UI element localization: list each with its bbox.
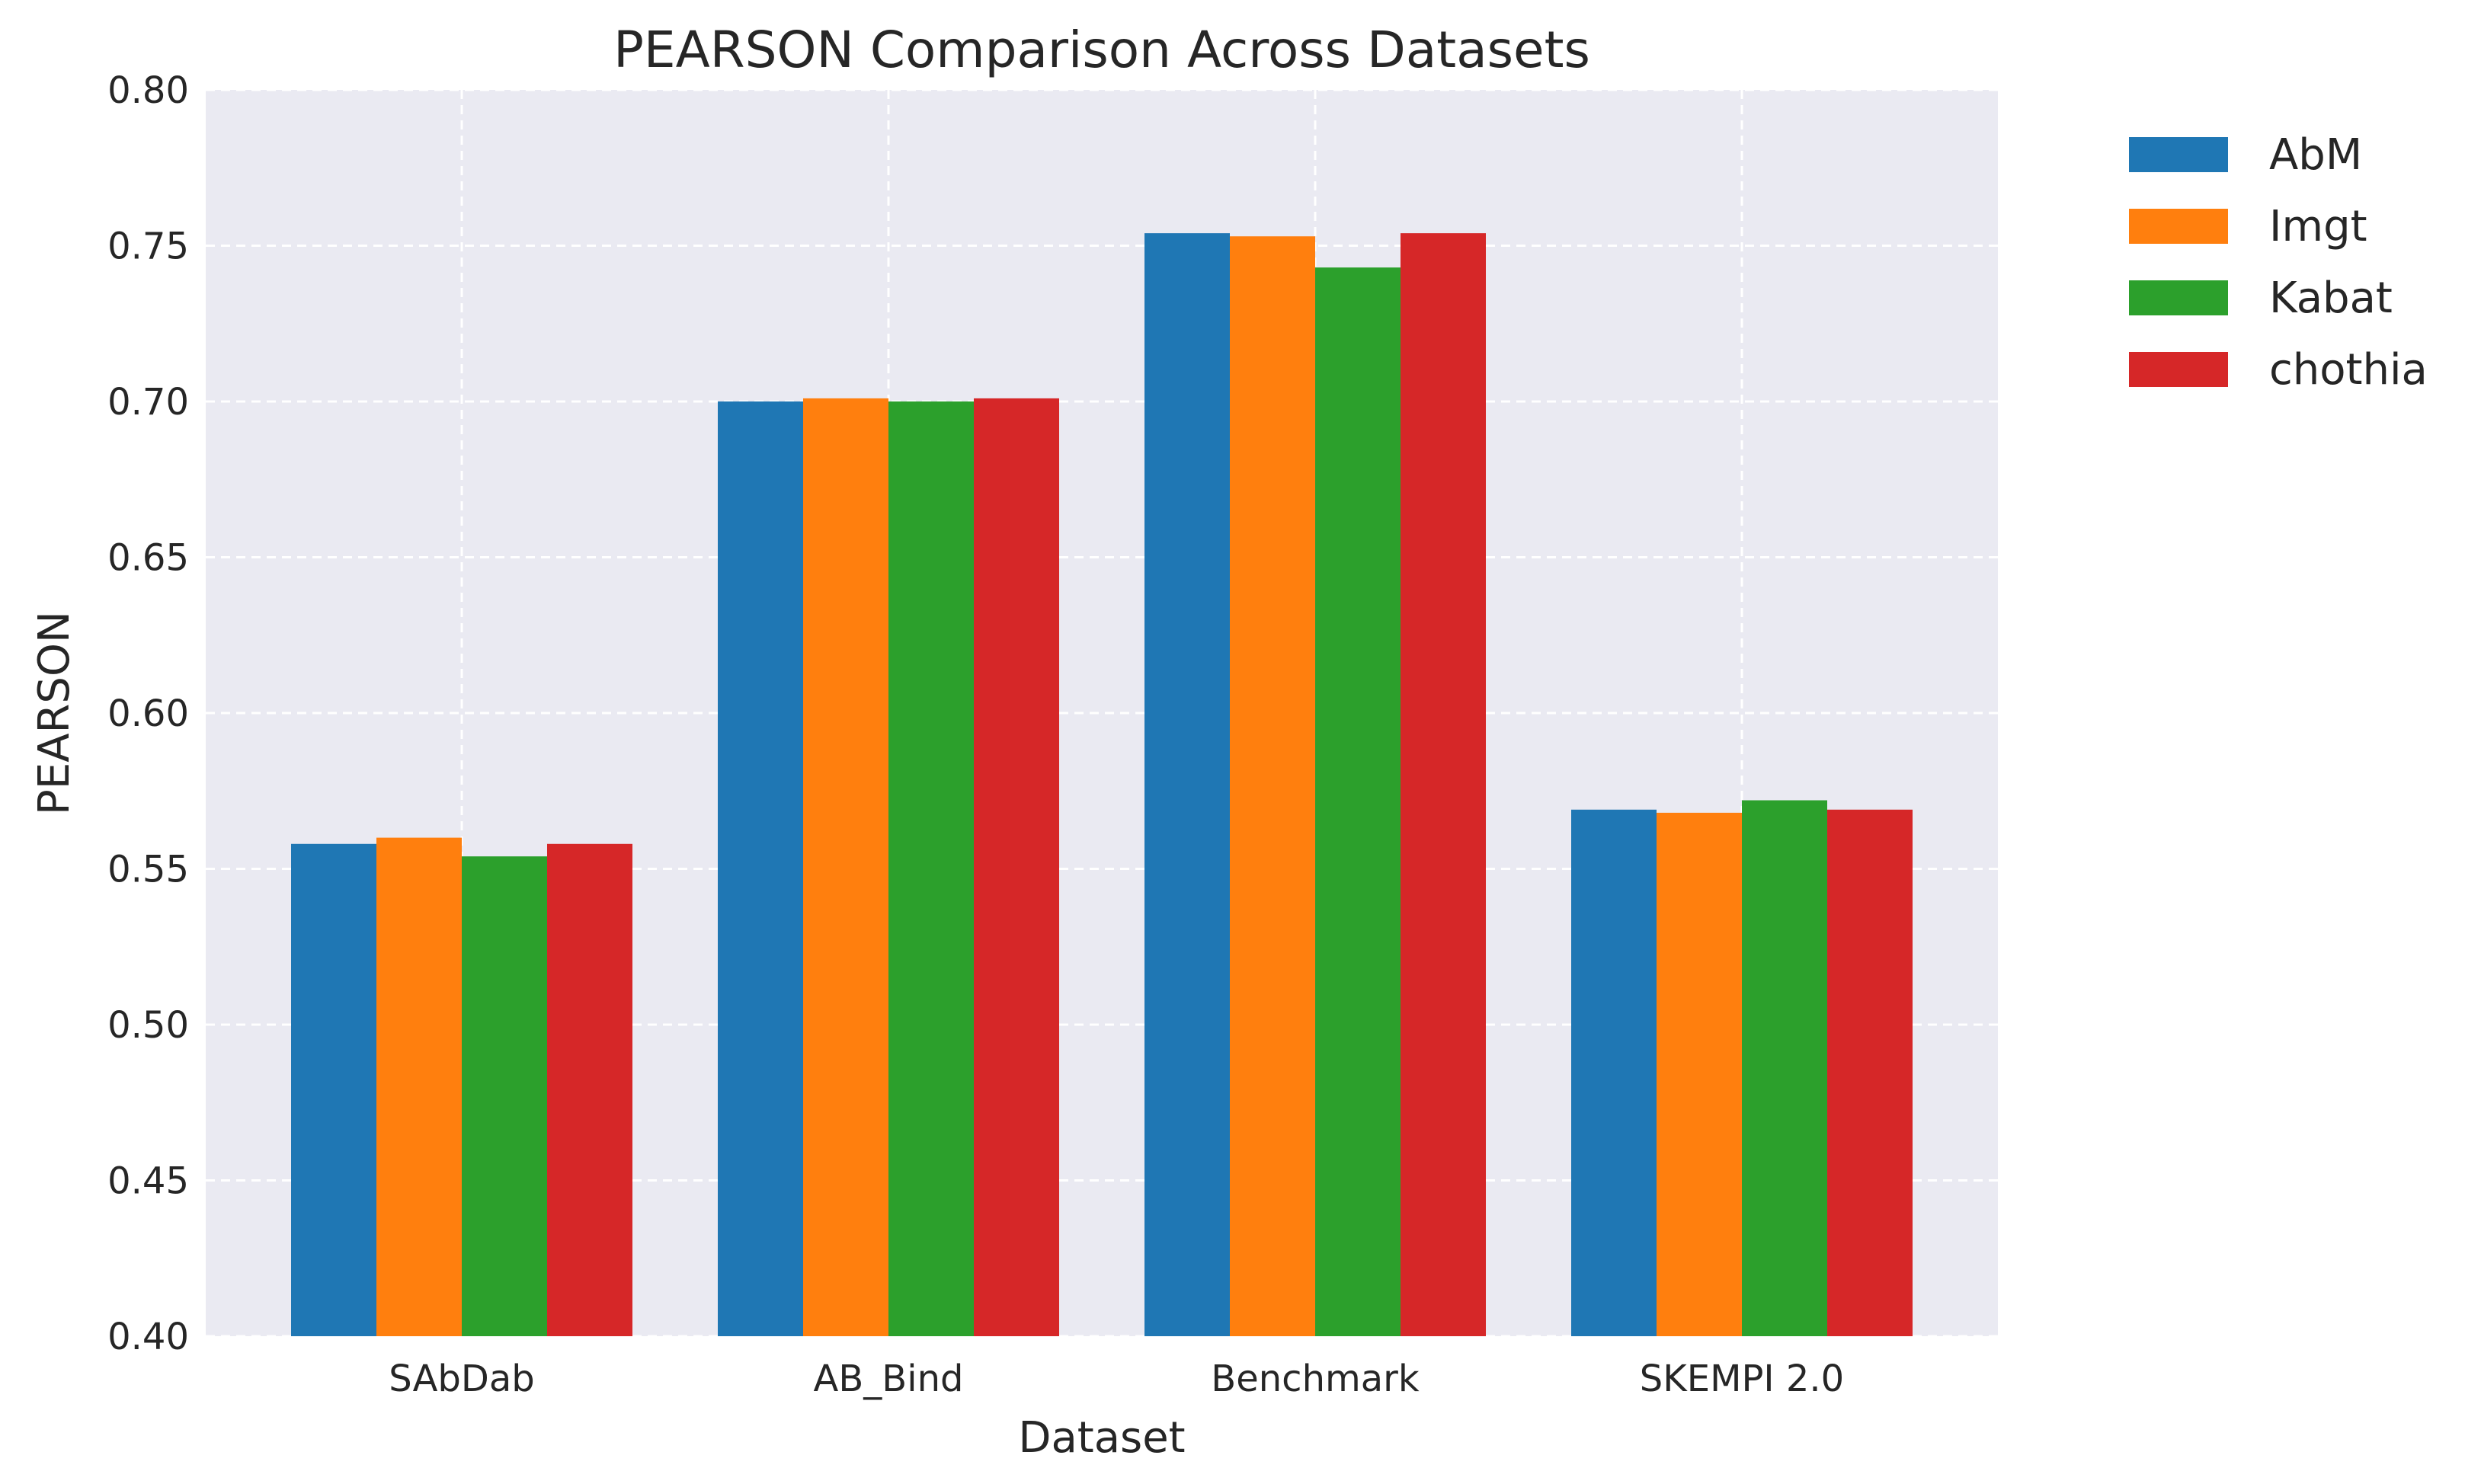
chart-title: PEARSON Comparison Across Datasets (613, 21, 1590, 79)
x-tick-label: SAbDab (389, 1358, 535, 1400)
x-axis-label: Dataset (1018, 1413, 1185, 1463)
y-tick-label: 0.65 (107, 537, 189, 580)
bar-abm-skempi-2-0 (1571, 809, 1657, 1336)
bar-imgt-benchmark (1230, 236, 1315, 1337)
y-axis-ticks: 0.40 0.45 0.50 0.55 0.60 0.65 0.70 0.75 0.80 (107, 69, 189, 1358)
legend-label-chothia: chothia (2269, 345, 2428, 395)
y-axis-label: PEARSON (30, 611, 79, 815)
bar-abm-sabdab (291, 843, 376, 1336)
bar-abm-ab-bind (718, 401, 803, 1336)
bar-abm-benchmark (1144, 233, 1230, 1336)
bars (291, 233, 1913, 1337)
y-tick-label: 0.70 (107, 381, 189, 424)
bar-kabat-benchmark (1315, 267, 1401, 1336)
bar-imgt-ab-bind (803, 398, 888, 1337)
bar-chothia-sabdab (547, 843, 632, 1336)
bar-kabat-ab-bind (888, 401, 974, 1336)
bar-chothia-benchmark (1401, 233, 1486, 1336)
x-tick-label: AB_Bind (814, 1358, 964, 1400)
x-tick-label: Benchmark (1211, 1358, 1420, 1400)
legend-label-kabat: Kabat (2269, 273, 2393, 323)
legend-swatch-kabat (2129, 280, 2228, 315)
legend-swatch-abm (2129, 137, 2228, 172)
y-tick-label: 0.75 (107, 225, 189, 268)
y-tick-label: 0.50 (107, 1004, 189, 1047)
y-tick-label: 0.80 (107, 69, 189, 112)
bar-chothia-skempi-2-0 (1827, 809, 1913, 1336)
y-tick-label: 0.40 (107, 1316, 189, 1358)
bar-chothia-ab-bind (974, 398, 1059, 1337)
legend-label-imgt: Imgt (2269, 202, 2367, 251)
bar-imgt-sabdab (376, 837, 462, 1336)
legend: AbM Imgt Kabat chothia (2129, 130, 2428, 395)
legend-swatch-imgt (2129, 209, 2228, 244)
x-tick-label: SKEMPI 2.0 (1640, 1358, 1844, 1400)
bar-kabat-skempi-2-0 (1742, 800, 1827, 1336)
y-tick-label: 0.45 (107, 1160, 189, 1203)
bar-imgt-skempi-2-0 (1657, 812, 1742, 1336)
legend-swatch-chothia (2129, 352, 2228, 387)
bar-kabat-sabdab (462, 856, 547, 1336)
y-tick-label: 0.60 (107, 692, 189, 735)
x-axis-ticks: SAbDab AB_Bind Benchmark SKEMPI 2.0 (389, 1358, 1844, 1400)
legend-label-abm: AbM (2269, 130, 2362, 180)
y-tick-label: 0.55 (107, 849, 189, 891)
